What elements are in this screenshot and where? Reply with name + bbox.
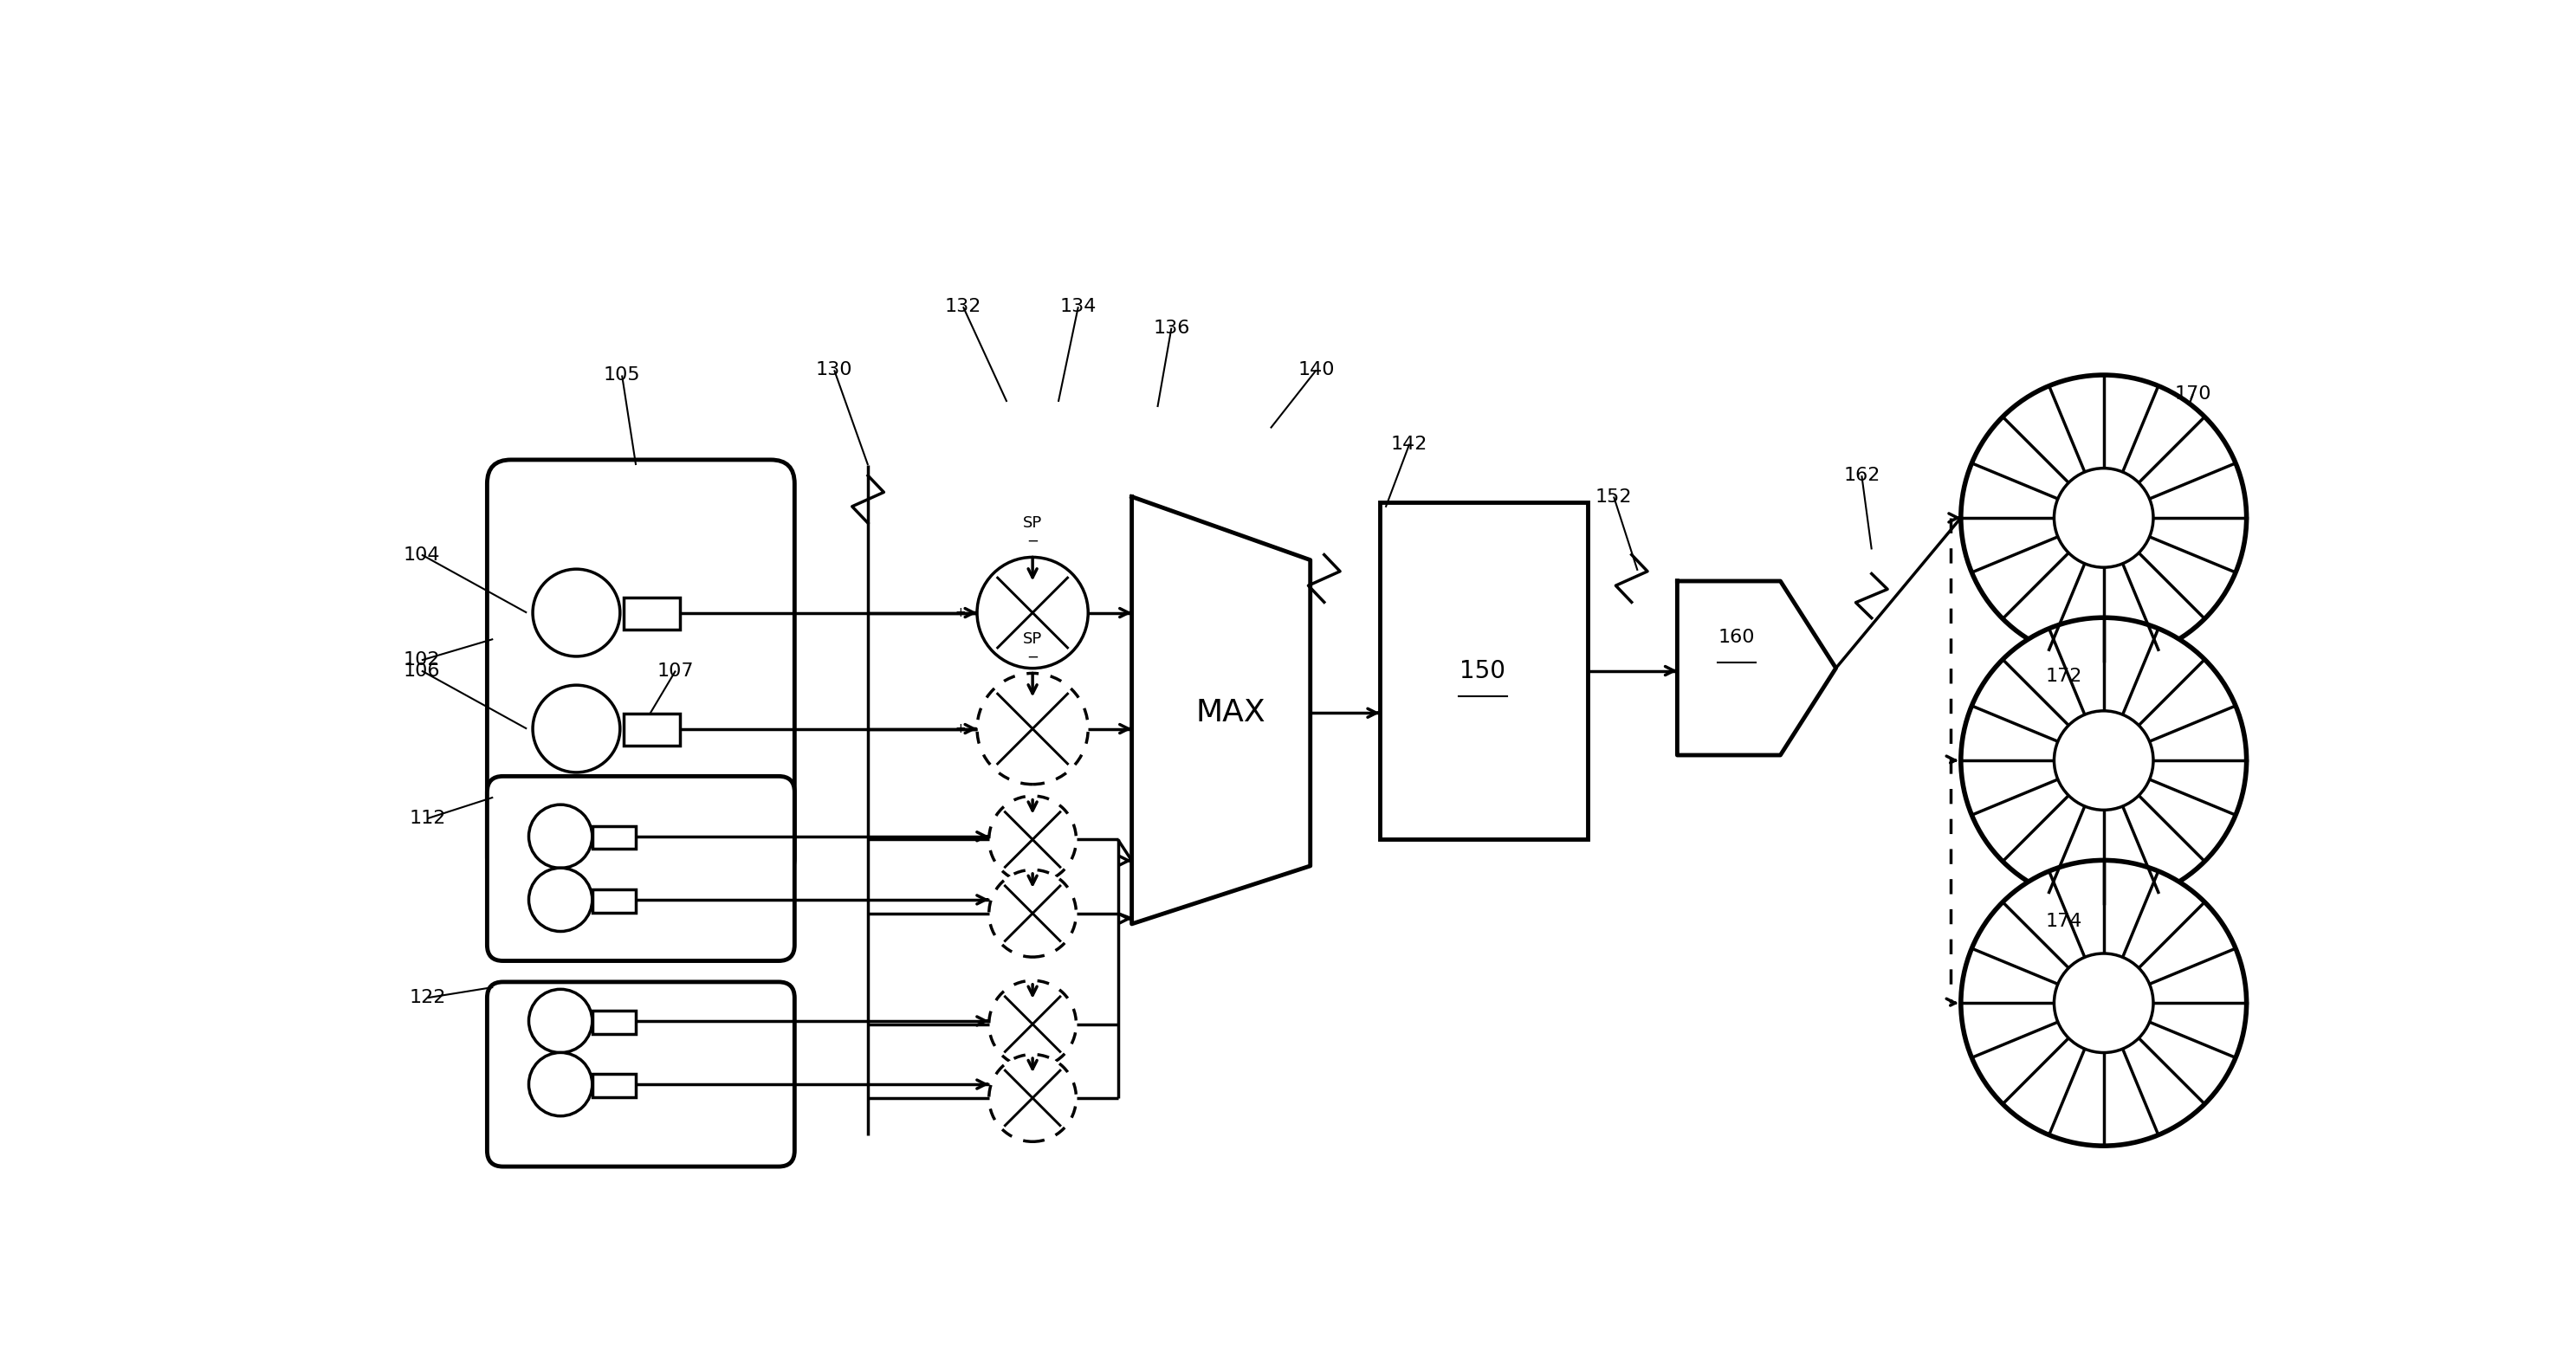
Text: SP: SP bbox=[1023, 632, 1043, 647]
Circle shape bbox=[1960, 860, 2246, 1145]
Text: 150: 150 bbox=[1461, 659, 1507, 682]
Text: 140: 140 bbox=[1298, 362, 1334, 378]
Polygon shape bbox=[1131, 497, 1311, 923]
Circle shape bbox=[528, 989, 592, 1052]
Bar bbox=[1381, 501, 1587, 840]
Circle shape bbox=[2053, 469, 2154, 567]
Circle shape bbox=[976, 673, 1087, 784]
Bar bbox=[592, 826, 636, 849]
FancyBboxPatch shape bbox=[487, 460, 793, 882]
Circle shape bbox=[989, 796, 1077, 884]
Circle shape bbox=[2053, 954, 2154, 1052]
Text: 162: 162 bbox=[1844, 467, 1880, 484]
Text: 136: 136 bbox=[1154, 319, 1190, 337]
Circle shape bbox=[1960, 375, 2246, 660]
Bar bbox=[592, 1074, 636, 1097]
Text: 106: 106 bbox=[404, 662, 440, 680]
Text: SP: SP bbox=[1023, 515, 1043, 530]
Text: 152: 152 bbox=[1595, 488, 1633, 506]
Circle shape bbox=[528, 1052, 592, 1117]
FancyBboxPatch shape bbox=[487, 777, 793, 960]
Text: +: + bbox=[956, 607, 966, 619]
Text: 122: 122 bbox=[410, 989, 446, 1007]
Circle shape bbox=[976, 558, 1087, 669]
Text: 134: 134 bbox=[1059, 299, 1097, 315]
Text: 132: 132 bbox=[945, 299, 981, 315]
Polygon shape bbox=[1677, 581, 1837, 755]
Bar bbox=[592, 889, 636, 912]
Text: 102: 102 bbox=[404, 652, 440, 669]
Text: 104: 104 bbox=[404, 547, 440, 563]
Circle shape bbox=[533, 685, 621, 773]
Text: 170: 170 bbox=[2174, 386, 2210, 403]
Text: MAX: MAX bbox=[1195, 699, 1265, 727]
Text: 107: 107 bbox=[657, 662, 693, 680]
Circle shape bbox=[989, 870, 1077, 958]
Text: −: − bbox=[1028, 533, 1038, 548]
Circle shape bbox=[989, 1055, 1077, 1141]
Text: 160: 160 bbox=[1718, 629, 1754, 645]
Text: 130: 130 bbox=[817, 362, 853, 378]
Circle shape bbox=[528, 804, 592, 869]
Circle shape bbox=[2053, 711, 2154, 810]
Bar bbox=[592, 1011, 636, 1033]
Circle shape bbox=[989, 981, 1077, 1067]
Circle shape bbox=[533, 569, 621, 656]
Text: 105: 105 bbox=[603, 367, 641, 384]
Text: −: − bbox=[1028, 649, 1038, 664]
Text: 112: 112 bbox=[410, 810, 446, 827]
Text: +: + bbox=[956, 722, 966, 736]
Circle shape bbox=[1960, 618, 2246, 903]
Text: 174: 174 bbox=[2045, 914, 2081, 930]
Circle shape bbox=[528, 869, 592, 932]
FancyBboxPatch shape bbox=[487, 982, 793, 1166]
Text: 172: 172 bbox=[2045, 667, 2081, 685]
Bar bbox=[623, 597, 680, 630]
Text: 142: 142 bbox=[1391, 436, 1427, 452]
Bar bbox=[623, 714, 680, 745]
